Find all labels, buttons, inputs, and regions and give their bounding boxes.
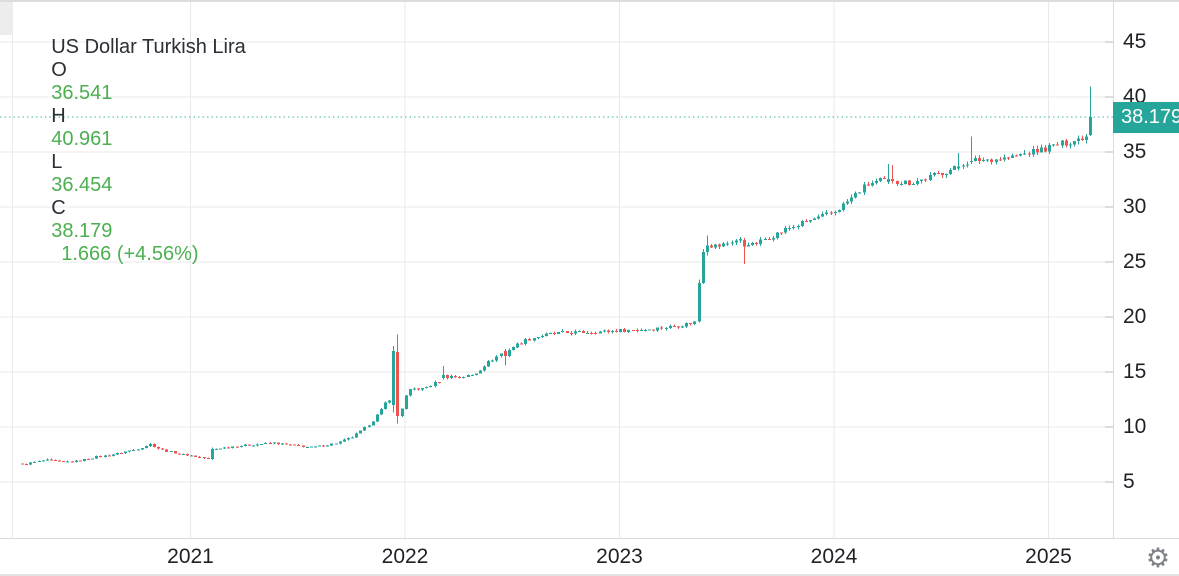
price-axis[interactable]: 5 10 15 20 25 30 35 40 45: [1113, 2, 1179, 538]
price-tick-label: 30: [1123, 195, 1147, 218]
time-axis[interactable]: 2021 2022 2023 2024 2025: [0, 538, 1179, 574]
time-tick-label: 2023: [596, 545, 643, 568]
crop-artifact: [0, 2, 12, 35]
down-candles: [21, 135, 1084, 465]
price-tick-label: 15: [1123, 360, 1147, 383]
up-candles: [29, 86, 1092, 465]
open-label: O: [51, 59, 67, 81]
open-value: 36.541: [51, 82, 113, 104]
left-edge-line: [12, 2, 13, 538]
price-tick-label: 35: [1123, 140, 1147, 163]
close-label: C: [51, 197, 66, 219]
change-value: 1.666 (+4.56%): [61, 243, 199, 265]
time-tick-label: 2025: [1025, 545, 1072, 568]
low-value: 36.454: [51, 174, 113, 196]
symbol-legend[interactable]: US Dollar Turkish Lira O 36.541 H 40.961…: [29, 13, 251, 289]
price-tick-label: 5: [1123, 470, 1135, 493]
high-label: H: [51, 105, 66, 127]
close-value: 38.179: [51, 220, 113, 242]
high-value: 40.961: [51, 128, 113, 150]
symbol-title: US Dollar Turkish Lira: [51, 36, 246, 58]
last-price-badge: 38.179: [1113, 102, 1179, 133]
low-label: L: [51, 151, 62, 173]
time-tick-label: 2024: [810, 545, 858, 568]
time-tick-label: 2022: [381, 545, 429, 568]
time-tick-label: 2021: [167, 545, 214, 568]
last-price-text: 38.179: [1121, 106, 1179, 128]
price-tick-label: 25: [1123, 250, 1147, 273]
price-tick-label: 45: [1123, 30, 1147, 53]
price-tick-label: 10: [1123, 415, 1147, 438]
price-tick-label: 20: [1123, 305, 1147, 328]
settings-gear-icon[interactable]: ⚙: [1145, 543, 1171, 573]
